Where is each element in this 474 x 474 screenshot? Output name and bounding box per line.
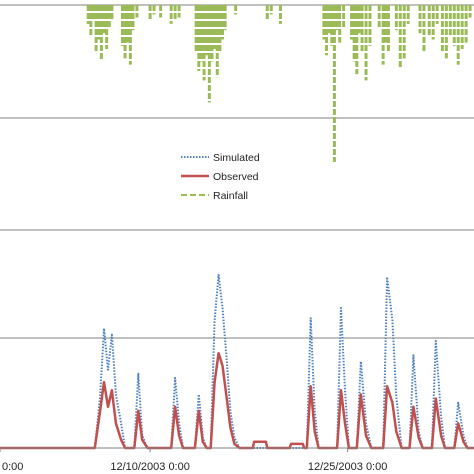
series-line-observed bbox=[0, 351, 474, 450]
rainfall-panel bbox=[86, 5, 472, 162]
legend-label-simulated: Simulated bbox=[213, 152, 260, 164]
legend-label-observed: Observed bbox=[213, 171, 259, 183]
x-axis: 0:00 12/10/2003 0:00 12/25/2003 0:00 bbox=[0, 447, 474, 473]
x-tick-label: 12/10/2003 0:00 bbox=[110, 461, 190, 473]
legend: Simulated Observed Rainfall bbox=[173, 144, 275, 207]
discharge-panel bbox=[0, 274, 474, 450]
legend-label-rainfall: Rainfall bbox=[213, 190, 248, 202]
x-tick-label: 0:00 bbox=[2, 461, 23, 473]
series-line-simulated bbox=[0, 274, 474, 449]
x-tick-label: 12/25/2003 0:00 bbox=[308, 461, 388, 473]
